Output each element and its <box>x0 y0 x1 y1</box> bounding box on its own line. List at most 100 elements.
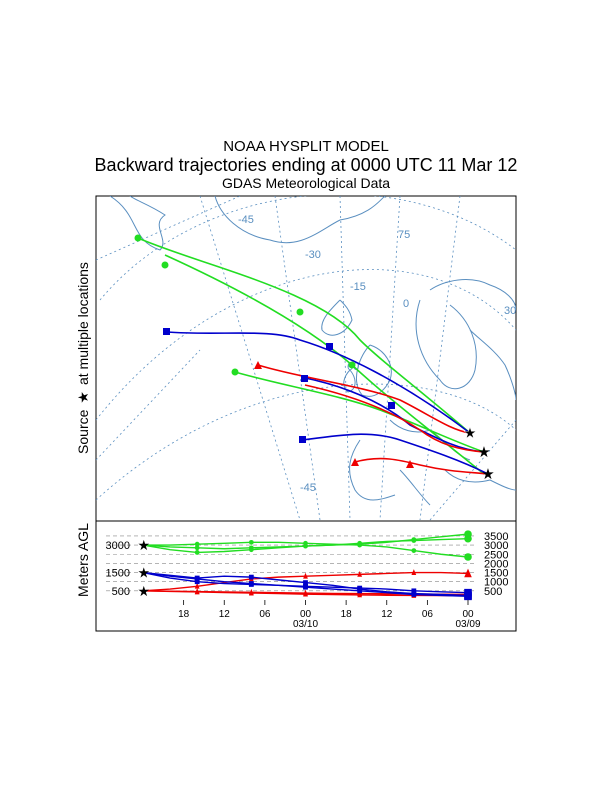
start-star-1500: ★ <box>137 565 150 581</box>
x-tick-label-4: 18 <box>341 609 353 620</box>
series-5-point-2 <box>194 579 200 585</box>
start-star-500: ★ <box>137 583 150 599</box>
map-marker-blue-start-3 <box>299 436 306 443</box>
series-8-point-8 <box>357 540 363 546</box>
series-2-point-8 <box>357 591 363 598</box>
title-line1: NOAA HYSPLIT MODEL <box>223 138 389 155</box>
series-6-point-2 <box>194 545 200 551</box>
map-traj-red-3 <box>354 457 489 475</box>
series-0-point-12 <box>464 568 472 578</box>
graticule-label-lon-w15: -15 <box>350 281 366 293</box>
series-5-point-4 <box>248 582 254 587</box>
source-star-1: ★ <box>463 425 476 442</box>
start-height-labels: 3000 ★ 1500 ★ 500 ★ <box>106 537 150 599</box>
map-marker-green-start-2 <box>161 261 169 269</box>
series-4-point-4 <box>248 574 254 580</box>
series-7-point-4 <box>248 539 254 545</box>
map-marker-red-mid-3 <box>406 460 414 468</box>
right-axis-label-2000: 2000 <box>484 558 508 570</box>
map-marker-green-mid-1 <box>296 308 304 316</box>
series-0-point-8 <box>357 570 363 577</box>
series-3-point-10 <box>411 588 417 594</box>
map-traj-red-1 <box>257 364 471 434</box>
map-markers <box>134 234 414 468</box>
x-tick-label-6: 06 <box>422 609 434 620</box>
title-line3: GDAS Meteorological Data <box>221 175 391 191</box>
height-ylabel: Meters AGL <box>75 523 91 597</box>
map-marker-red-start-3 <box>351 458 359 466</box>
map-ylabel-source: Source <box>75 409 91 454</box>
title-line2: Backward trajectories ending at 0000 UTC… <box>94 155 518 175</box>
x-date-label-03-09: 03/09 <box>455 619 480 630</box>
x-date-label-03-10: 03/10 <box>293 619 318 630</box>
height-series <box>142 530 472 601</box>
map-marker-blue-mid-2 <box>388 402 395 409</box>
map-marker-blue-start-2 <box>301 375 308 382</box>
series-8-point-4 <box>248 547 254 553</box>
series-8-point-12 <box>464 534 472 543</box>
right-axis-label-3500: 3500 <box>484 531 508 543</box>
x-tick-label-2: 06 <box>259 609 271 620</box>
series-8-point-10 <box>411 538 417 543</box>
map-ylabel-star: ★ <box>75 391 91 404</box>
map-traj-green-3 <box>234 371 485 453</box>
series-8-point-6 <box>303 543 308 549</box>
x-tick-label-7: 00 <box>462 609 474 620</box>
series-5-point-8 <box>357 588 363 594</box>
source-star-2: ★ <box>477 444 490 461</box>
height-ticks <box>183 600 469 605</box>
x-tick-label-5: 12 <box>381 609 393 620</box>
series-2-point-2 <box>194 588 200 595</box>
right-axis-label-3000: 3000 <box>484 540 508 552</box>
series-7-point-2 <box>194 541 200 547</box>
series-2-point-4 <box>248 589 254 596</box>
map-marker-red-start-1 <box>254 361 262 369</box>
series-7-point-12 <box>464 553 472 561</box>
map-traj-blue-1 <box>166 331 471 434</box>
x-tick-label-3: 00 <box>300 609 312 620</box>
map-marker-green-start-3 <box>231 368 239 376</box>
start-height-label-500: 500 <box>112 586 130 598</box>
start-star-3000: ★ <box>137 537 150 553</box>
series-7-point-10 <box>411 548 417 553</box>
graticule-label-lon-e30: 30 <box>504 305 516 317</box>
right-axis-label-1500: 1500 <box>484 568 508 580</box>
graticule-label-lat-45: -45 <box>300 482 316 494</box>
graticule <box>96 196 516 521</box>
map-ylabel: Source ★ at multiple locations <box>75 262 91 454</box>
series-0-point-6 <box>303 572 308 579</box>
map-marker-green-mid-2 <box>348 361 356 369</box>
series-5-point-10 <box>411 592 417 597</box>
series-4-point-2 <box>194 575 200 581</box>
map-trajectories <box>137 237 489 475</box>
series-0-point-2 <box>194 582 200 589</box>
series-5-point-12 <box>464 592 472 601</box>
start-height-label-3000: 3000 <box>106 540 130 552</box>
series-2-point-6 <box>303 590 308 597</box>
x-tick-label-1: 12 <box>219 609 231 620</box>
series-4-point-6 <box>303 580 308 586</box>
graticule-label-lon-w45: -45 <box>238 214 254 226</box>
height-panel: 3000 ★ 1500 ★ 500 ★ 3500300025002000150010005… <box>75 520 517 632</box>
x-tick-label-0: 18 <box>178 609 190 620</box>
right-axis-label-2500: 2500 <box>484 549 508 561</box>
map-traj-blue-3 <box>302 433 489 475</box>
map-panel: -45 -30 -15 0 75 60 30 -45 <box>75 195 517 522</box>
graticule-label-lon-0: 0 <box>403 298 409 310</box>
map-traj-blue-2 <box>304 377 485 453</box>
map-marker-blue-start-1 <box>163 328 170 335</box>
graticule-label-lon-w30: -30 <box>305 249 321 261</box>
right-axis-label-500: 500 <box>484 586 502 598</box>
graticule-label-lat-75: 75 <box>398 229 410 241</box>
series-8-point-2 <box>194 550 200 555</box>
map-marker-blue-mid-1 <box>326 343 333 350</box>
source-star-3: ★ <box>481 466 494 483</box>
map-frame <box>95 195 517 522</box>
right-axis-label-1000: 1000 <box>484 577 508 589</box>
map-ylabel-locations: at multiple locations <box>75 262 91 385</box>
map-source-markers: ★ ★ ★ <box>463 425 495 483</box>
map-marker-green-start-1 <box>134 234 142 242</box>
